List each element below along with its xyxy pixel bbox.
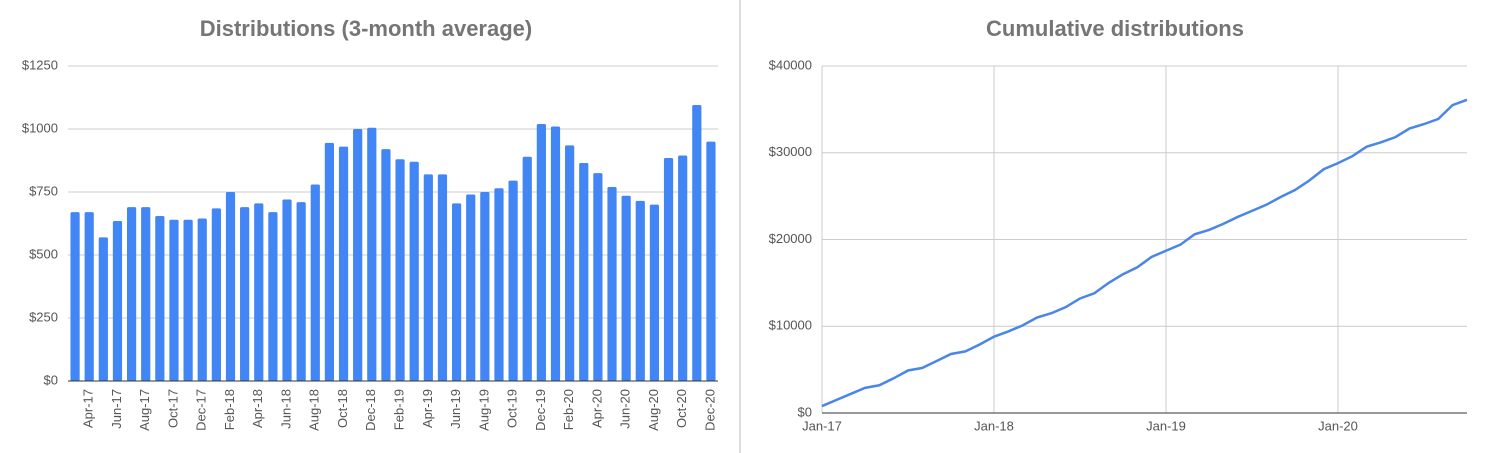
- bar: [296, 202, 306, 381]
- bar: [706, 141, 716, 381]
- x-tick-label: Feb-18: [222, 389, 237, 430]
- bar: [593, 173, 603, 381]
- bar: [480, 192, 490, 381]
- x-tick-label: Jan-18: [974, 418, 1014, 433]
- x-tick-label: Jun-18: [278, 389, 293, 429]
- y-tick-label: $20000: [769, 231, 812, 246]
- bar: [84, 212, 94, 381]
- chart-title: Distributions (3-month average): [200, 16, 532, 41]
- bar: [155, 215, 165, 381]
- bar: [240, 207, 250, 381]
- x-tick-label: Dec-20: [702, 389, 717, 431]
- x-tick-label: Jun-19: [448, 389, 463, 429]
- x-tick-label: Apr-20: [589, 389, 604, 428]
- bar: [466, 194, 476, 381]
- bar: [437, 174, 448, 381]
- bar: [126, 207, 137, 381]
- bar: [621, 195, 631, 381]
- x-tick-label: Feb-20: [561, 389, 576, 430]
- bar: [635, 200, 645, 381]
- y-tick-label: $0: [44, 372, 58, 387]
- bar: [141, 207, 151, 381]
- bar: [268, 212, 278, 381]
- x-tick-label: Oct-20: [674, 389, 689, 428]
- bar: [70, 212, 80, 381]
- x-tick-label: Apr-18: [250, 389, 265, 428]
- bar: [692, 105, 702, 381]
- y-tick-label: $750: [29, 183, 58, 198]
- bar: [451, 203, 462, 381]
- bar: [508, 180, 518, 381]
- x-tick-label: Jan-19: [1146, 418, 1186, 433]
- y-tick-label: $30000: [769, 144, 812, 159]
- bar: [550, 126, 561, 381]
- bar: [663, 157, 674, 381]
- bar: [197, 218, 207, 381]
- y-tick-label: $10000: [769, 318, 812, 333]
- y-tick-label: $250: [29, 309, 58, 324]
- x-tick-label: Oct-18: [335, 389, 350, 428]
- bar: [409, 161, 419, 381]
- bar: [169, 219, 179, 381]
- y-tick-label: $500: [29, 246, 58, 261]
- x-tick-label: Dec-17: [194, 389, 209, 431]
- x-tick-label: Aug-20: [646, 389, 661, 431]
- y-tick-label: $1250: [22, 57, 58, 72]
- line: [821, 98, 1468, 408]
- x-tick-label: Jun-20: [618, 389, 633, 429]
- x-tick-label: Dec-19: [533, 389, 548, 431]
- bar: [310, 184, 320, 381]
- bar: [423, 174, 433, 381]
- bar: [678, 155, 688, 381]
- bar: [607, 186, 617, 381]
- bar: [494, 188, 504, 381]
- chart-title: Cumulative distributions: [986, 16, 1244, 41]
- bar: [367, 127, 377, 382]
- x-tick-label: Aug-18: [307, 389, 322, 431]
- x-tick-label: Dec-18: [363, 389, 378, 431]
- y-tick-label: $40000: [769, 57, 812, 72]
- bar: [353, 129, 363, 381]
- bar: [282, 199, 292, 381]
- y-tick-label: $1000: [22, 120, 58, 135]
- x-tick-label: Apr-17: [81, 389, 96, 428]
- bar: [225, 192, 236, 381]
- bar: [254, 203, 264, 381]
- x-tick-label: Feb-19: [392, 389, 407, 430]
- bar: [536, 123, 546, 382]
- bar: [565, 145, 575, 381]
- x-tick-label: Aug-19: [476, 389, 491, 431]
- bar: [579, 163, 589, 381]
- bar: [98, 237, 108, 381]
- bar: [183, 219, 193, 381]
- x-tick-label: Oct-19: [505, 389, 520, 428]
- x-tick-label: Aug-17: [137, 389, 152, 431]
- x-tick-label: Oct-17: [165, 389, 180, 428]
- y-tick-label: $0: [798, 404, 812, 419]
- bar: [324, 142, 335, 381]
- bar: [338, 146, 349, 381]
- bar: [522, 156, 532, 381]
- bar: [395, 159, 405, 381]
- bar: [211, 208, 221, 381]
- x-tick-label: Jan-17: [802, 418, 842, 433]
- bar: [112, 220, 123, 381]
- x-tick-label: Jan-20: [1318, 418, 1358, 433]
- bar: [649, 204, 660, 381]
- bar: [381, 149, 391, 381]
- x-tick-label: Apr-19: [420, 389, 435, 428]
- x-tick-label: Jun-17: [109, 389, 124, 429]
